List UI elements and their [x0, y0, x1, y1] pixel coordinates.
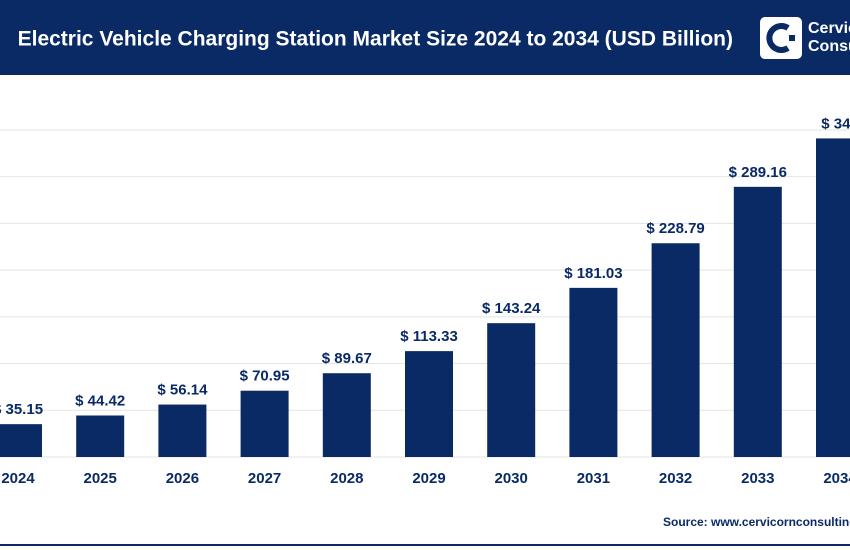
bar — [405, 351, 453, 457]
brand-name: Cervicorn — [808, 20, 850, 37]
value-label: $ 289.16 — [729, 164, 787, 181]
logo-icon — [789, 35, 795, 41]
x-tick-label: 2028 — [330, 470, 363, 487]
value-label: $ 143.24 — [482, 300, 541, 317]
bar — [733, 186, 782, 457]
x-tick-label: 2034 — [823, 470, 850, 487]
bar — [158, 404, 207, 457]
x-tick-label: 2031 — [577, 470, 610, 487]
bar — [76, 415, 125, 457]
header-band — [0, 0, 850, 75]
x-tick-label: 2032 — [659, 470, 692, 487]
bar — [487, 323, 536, 457]
x-tick-label: 2029 — [412, 470, 445, 487]
x-tick-label: 2025 — [84, 470, 117, 487]
value-label: $ 181.03 — [564, 265, 622, 282]
bar — [569, 287, 618, 457]
x-tick-label: 2027 — [248, 470, 281, 487]
value-label: $ 228.79 — [646, 220, 704, 237]
bar — [322, 373, 371, 457]
x-tick-label: 2033 — [741, 470, 774, 487]
source-note: Source: www.cervicornconsulting.com — [663, 515, 850, 529]
value-label: $ 56.14 — [157, 382, 208, 399]
bar — [0, 424, 42, 457]
x-tick-label: 2024 — [1, 470, 35, 487]
value-label: $ 89.67 — [322, 350, 372, 367]
x-tick-label: 2030 — [495, 470, 528, 487]
value-label: $ 44.42 — [75, 392, 125, 409]
logo-box — [760, 17, 802, 59]
x-tick-label: 2026 — [166, 470, 199, 487]
value-label: $ 341 — [821, 115, 850, 132]
bar — [651, 243, 700, 457]
logo-icon — [766, 23, 790, 53]
bar — [240, 390, 289, 457]
value-label: $ 35.15 — [0, 401, 43, 418]
brand-name: Consulting — [808, 38, 850, 55]
bar — [816, 138, 850, 457]
value-label: $ 70.95 — [240, 368, 290, 385]
chart-title: Electric Vehicle Charging Station Market… — [18, 28, 733, 51]
value-label: $ 113.33 — [400, 328, 458, 345]
